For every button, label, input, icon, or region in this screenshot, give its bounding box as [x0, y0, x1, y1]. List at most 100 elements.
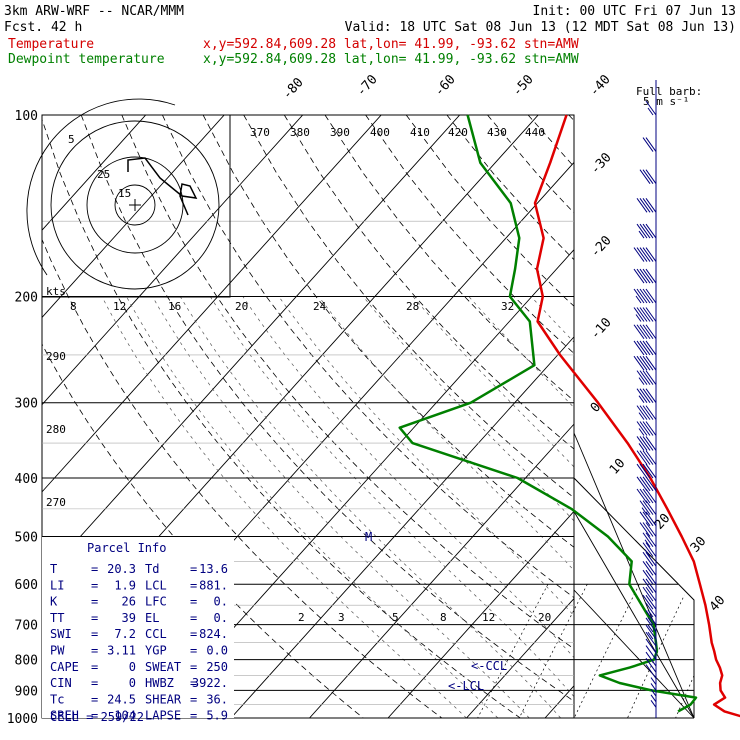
- parcel-value: 104: [114, 709, 136, 723]
- barb-flag: [645, 476, 657, 492]
- barb-flag: [645, 651, 657, 667]
- pressure-label: 800: [15, 654, 38, 669]
- parcel-info-rows: T = 20.3 Td = 13.6LI = 1.9 LCL = 881.K = 26 LFC = 0.TT =…: [50, 562, 228, 723]
- barb-half: [644, 549, 651, 557]
- barb-flag: [639, 370, 651, 385]
- barb-flag: [639, 307, 651, 322]
- barb-flag: [636, 488, 648, 504]
- mixing-ratio-label: 2: [298, 611, 305, 624]
- speed-label: 28: [406, 300, 419, 313]
- mixing-ratio-label: 8: [440, 611, 447, 624]
- parcel-eq: =: [91, 660, 98, 674]
- barb-flag: [645, 638, 657, 654]
- barb-flag: [642, 511, 654, 527]
- wind-barb: [645, 602, 657, 618]
- wind-barb: [642, 569, 657, 585]
- mixing-ratio-line: [627, 584, 690, 718]
- parcel-label: SWEAT: [145, 660, 181, 674]
- barb-half: [650, 683, 657, 691]
- parcel-label: TT: [50, 611, 64, 625]
- theta-e-label: 390: [330, 126, 350, 139]
- parcel-label: SREH: [50, 709, 79, 723]
- barb-flag: [636, 223, 648, 239]
- parcel-value: 250: [206, 660, 228, 674]
- dry-adiabat: [446, 115, 574, 261]
- wedge-isotherm: [573, 511, 695, 719]
- barb-flag: [639, 450, 651, 465]
- barb-flag: [645, 307, 657, 322]
- hodograph-ring-label: 25: [97, 168, 110, 181]
- parcel-value: 24.5: [107, 692, 136, 706]
- barb-flag: [645, 594, 657, 610]
- wind-barb: [642, 551, 657, 567]
- barb-flag: [636, 421, 648, 436]
- parcel-label: SWI: [50, 627, 72, 641]
- barb-flag: [645, 450, 657, 465]
- wind-barb: [650, 694, 657, 703]
- barb-flag: [639, 476, 651, 492]
- m-marker: M: [365, 530, 372, 544]
- barb-flag: [639, 463, 651, 479]
- barb-flag: [639, 405, 651, 420]
- isotherm-line: [42, 115, 382, 493]
- barb-flag: [639, 324, 651, 340]
- barb-flag: [642, 355, 654, 371]
- moist-adiabat: [318, 296, 574, 571]
- barb-flag: [636, 476, 648, 492]
- barb-half: [650, 694, 657, 703]
- isotherm-label: -10: [588, 315, 615, 342]
- barb-flag: [642, 169, 654, 184]
- theta-label: 280: [46, 423, 66, 436]
- isotherm-label: -60: [432, 72, 459, 99]
- barb-flag: [645, 532, 657, 548]
- barb-flag: [645, 370, 657, 385]
- barb-flag: [645, 551, 657, 567]
- wind-barb: [636, 388, 657, 403]
- barb-flag: [645, 223, 657, 239]
- dewpoint-location: x,y=592.84,609.28 lat,lon= 41.99, -93.62…: [203, 52, 579, 67]
- barb-flag: [642, 268, 654, 284]
- parcel-eq: =: [190, 660, 197, 674]
- isotherm-label: 10: [607, 456, 629, 478]
- barb-flag: [639, 388, 651, 403]
- pressure-label: 400: [15, 472, 38, 487]
- barb-flag: [645, 488, 657, 504]
- barb-flag: [645, 268, 657, 284]
- wind-barb: [650, 683, 657, 691]
- wind-barb: [645, 658, 657, 673]
- wind-barb: [645, 638, 657, 654]
- dry-adiabat: [324, 115, 574, 402]
- parcel-value: 5.9: [206, 709, 228, 723]
- dry-adiabat: [243, 115, 574, 499]
- isotherm-label: -80: [280, 75, 307, 102]
- barb-flag: [642, 307, 654, 322]
- barb-flag: [636, 198, 648, 213]
- speed-label: 32: [501, 300, 514, 313]
- barb-flag: [645, 169, 657, 184]
- parcel-value: 36.: [206, 692, 228, 706]
- barb-flag: [642, 436, 654, 451]
- forecast-hour: Fcst. 42 h: [4, 20, 82, 35]
- pressure-label: 600: [15, 578, 38, 593]
- barb-half: [638, 395, 645, 403]
- barb-flag: [645, 340, 657, 356]
- wedge-isotherm: [573, 589, 695, 719]
- parcel-eq: =: [190, 709, 197, 723]
- wind-barb: [636, 436, 657, 451]
- parcel-eq: =: [190, 578, 197, 592]
- barb-half: [647, 617, 654, 625]
- speed-label: 8: [70, 300, 77, 313]
- theta-label: 290: [46, 350, 66, 363]
- wind-barb: [645, 631, 657, 647]
- parcel-label: Tc: [50, 692, 64, 706]
- isotherm-line: [42, 115, 461, 580]
- parcel-eq: =: [91, 692, 98, 706]
- pressure-label: 200: [15, 291, 38, 306]
- barb-flag: [645, 602, 657, 618]
- wind-barb: [650, 688, 657, 697]
- speed-label: 16: [168, 300, 181, 313]
- barb-half: [638, 377, 645, 385]
- parcel-value: 881.: [199, 578, 228, 592]
- mixing-ratio-label: 3: [338, 611, 345, 624]
- wind-barbs: [633, 80, 657, 718]
